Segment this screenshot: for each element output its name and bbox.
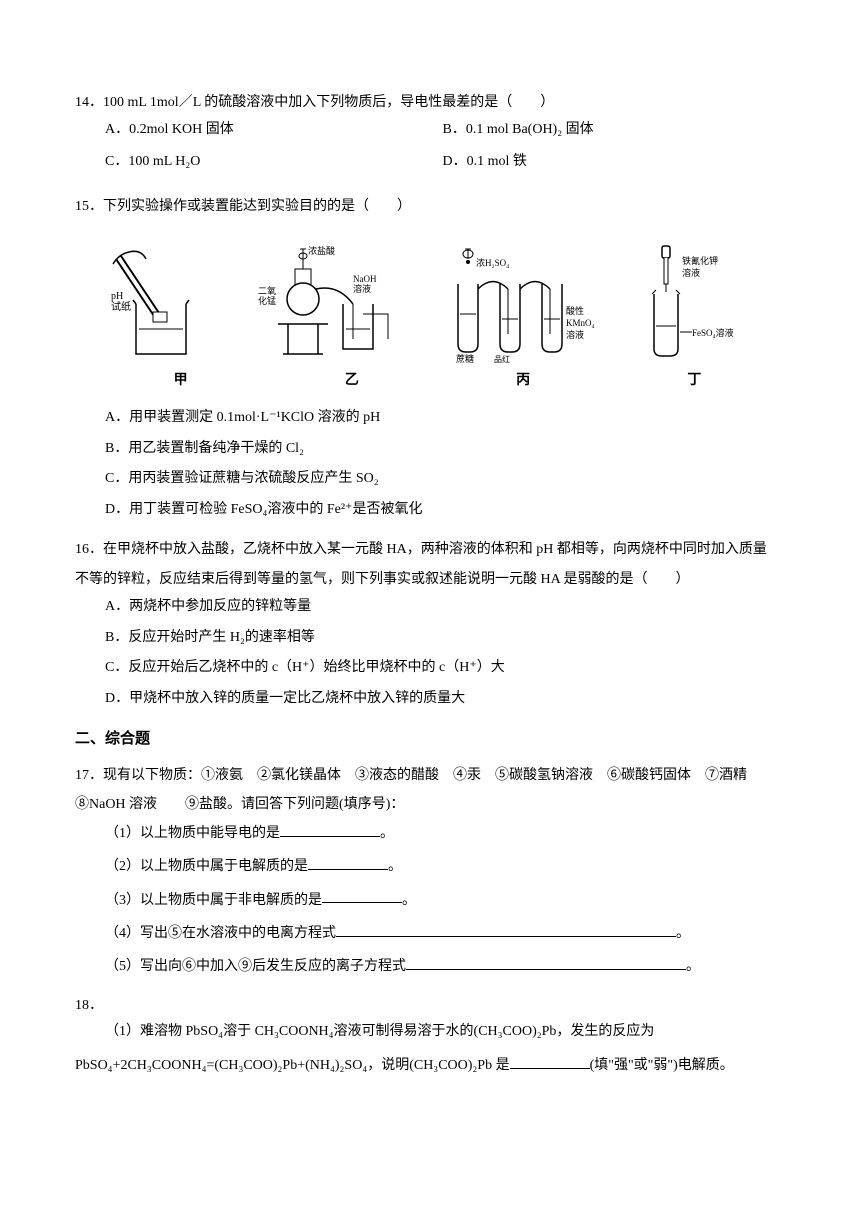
q18-sub1a: （1）难溶物 PbSO₄溶于 CH₃COONH₄溶液可制得易溶于水的(CH₃CO… [75, 1019, 780, 1046]
label-jia: 甲 [95, 368, 266, 395]
q17-sub4: （4）写出⑤在水溶液中的电离方程式 。 [75, 920, 780, 947]
svg-text:二氧: 二氧 [258, 285, 276, 296]
q17-sub1: （1）以上物质中能导电的是 。 [75, 820, 780, 847]
svg-text:溶液: 溶液 [682, 267, 700, 278]
blank-input [510, 1052, 590, 1069]
q16-stem: 16．在甲烧杯中放入盐酸，乙烧杯中放入某一元酸 HA，两种溶液的体积和 pH 都… [75, 535, 780, 594]
q17-sub3: （3）以上物质中属于非电解质的是 。 [75, 887, 780, 914]
period: 。 [402, 892, 416, 907]
q14-option-b: B．0.1 mol Ba(OH)₂ 固体 [443, 117, 781, 144]
svg-text:KMnO₄: KMnO₄ [566, 318, 595, 328]
q16-option-a: A．两烧杯中参加反应的锌粒等量 [105, 594, 780, 621]
svg-text:溶液: 溶液 [353, 283, 371, 294]
question-15: 15．下列实验操作或装置能达到实验目的的是（ ） pH 试纸 [75, 194, 780, 524]
svg-text:酸性: 酸性 [566, 305, 584, 316]
svg-text:试纸: 试纸 [111, 300, 131, 313]
q17-s4-text: （4）写出⑤在水溶液中的电离方程式 [105, 926, 336, 941]
q15-option-b: B．用乙装置制备纯净干燥的 Cl₂ [105, 436, 780, 463]
q15-option-c: C．用丙装置验证蔗糖与浓硫酸反应产生 SO₂ [105, 466, 780, 493]
q15-option-d: D．用丁装置可检验 FeSO₄溶液中的 Fe²⁺是否被氧化 [105, 497, 780, 524]
q18-sub1b: PbSO₄+2CH₃COONH₄=(CH₃COO)₂Pb+(NH₄)₂SO₄，说… [75, 1052, 780, 1079]
diagram-ding: 铁氰化钾 溶液 FeSO₄溶液 [618, 244, 781, 364]
question-16: 16．在甲烧杯中放入盐酸，乙烧杯中放入某一元酸 HA，两种溶液的体积和 pH 都… [75, 535, 780, 712]
svg-text:化锰: 化锰 [258, 295, 276, 306]
q17-sub2: （2）以上物质中属于电解质的是 。 [75, 853, 780, 880]
period: 。 [676, 926, 690, 941]
diagram-jia: pH 试纸 [95, 244, 258, 364]
svg-text:品红: 品红 [494, 354, 510, 364]
q16-option-b: B．反应开始时产生 H₂的速率相等 [105, 625, 780, 652]
q14-option-c: C．100 mL H₂O [105, 149, 443, 176]
q16-option-d: D．甲烧杯中放入锌的质量一定比乙烧杯中放入锌的质量大 [105, 686, 780, 713]
question-14: 14．100 mL 1mol／L 的硫酸溶液中加入下列物质后，导电性最差的是（ … [75, 90, 780, 182]
svg-text:铁氰化钾: 铁氰化钾 [682, 255, 718, 266]
svg-text:浓盐酸: 浓盐酸 [308, 245, 335, 256]
q15-stem: 15．下列实验操作或装置能达到实验目的的是（ ） [75, 194, 780, 221]
q18-stem: 18． [75, 993, 780, 1020]
q17-s5-text: （5）写出向⑥中加入⑨后发生反应的离子方程式 [105, 959, 406, 974]
q17-s3-text: （3）以上物质中属于非电解质的是 [105, 892, 322, 907]
q15-diagrams: pH 试纸 浓盐酸 NaOH 溶液 二氧 化锰 [95, 234, 780, 364]
svg-text:蔗糖: 蔗糖 [456, 353, 474, 364]
q16-options: A．两烧杯中参加反应的锌粒等量 B．反应开始时产生 H₂的速率相等 C．反应开始… [75, 594, 780, 712]
svg-text:浓H₂SO₄: 浓H₂SO₄ [476, 258, 509, 268]
q17-s1-text: （1）以上物质中能导电的是 [105, 826, 280, 841]
question-17: 17．现有以下物质：①液氨 ②氯化镁晶体 ③液态的醋酸 ④汞 ⑤碳酸氢钠溶液 ⑥… [75, 761, 780, 981]
blank-input [336, 920, 676, 937]
diagram-yi: 浓盐酸 NaOH 溶液 二氧 化锰 [258, 244, 438, 364]
q18-s1b-text: PbSO₄+2CH₃COONH₄=(CH₃COO)₂Pb+(NH₄)₂SO₄，说… [75, 1058, 510, 1073]
q15-option-a: A．用甲装置测定 0.1mol·L⁻¹KClO 溶液的 pH [105, 405, 780, 432]
blank-input [406, 953, 686, 970]
svg-text:FeSO₄溶液: FeSO₄溶液 [692, 327, 734, 338]
section-2-title: 二、综合题 [75, 725, 780, 754]
question-18: 18． （1）难溶物 PbSO₄溶于 CH₃COONH₄溶液可制得易溶于水的(C… [75, 993, 780, 1080]
label-yi: 乙 [266, 368, 437, 395]
period: 。 [380, 826, 394, 841]
label-ding: 丁 [609, 368, 780, 395]
q14-option-d: D．0.1 mol 铁 [443, 149, 781, 176]
blank-input [322, 887, 402, 904]
q16-option-c: C．反应开始后乙烧杯中的 c（H⁺）始终比甲烧杯中的 c（H⁺）大 [105, 655, 780, 682]
ph-paper-label: pH [111, 291, 123, 302]
q18-s1c-text: (填"强"或"弱")电解质。 [590, 1058, 734, 1073]
svg-text:溶液: 溶液 [566, 329, 584, 340]
q17-s2-text: （2）以上物质中属于电解质的是 [105, 859, 308, 874]
blank-input [280, 820, 380, 837]
diagram-bing: 浓H₂SO₄ 蔗糖 品红 酸性 KMnO₄ 溶液 [438, 244, 618, 364]
period: 。 [388, 859, 402, 874]
label-bing: 丙 [438, 368, 609, 395]
svg-text:NaOH: NaOH [353, 274, 377, 284]
period: 。 [686, 959, 700, 974]
q14-stem: 14．100 mL 1mol／L 的硫酸溶液中加入下列物质后，导电性最差的是（ … [75, 90, 780, 117]
q14-options: A．0.2mol KOH 固体 B．0.1 mol Ba(OH)₂ 固体 C．1… [75, 117, 780, 182]
q15-options: A．用甲装置测定 0.1mol·L⁻¹KClO 溶液的 pH B．用乙装置制备纯… [75, 405, 780, 523]
q14-option-a: A．0.2mol KOH 固体 [105, 117, 443, 144]
diagram-labels: 甲 乙 丙 丁 [95, 368, 780, 395]
blank-input [308, 853, 388, 870]
q17-stem: 17．现有以下物质：①液氨 ②氯化镁晶体 ③液态的醋酸 ④汞 ⑤碳酸氢钠溶液 ⑥… [75, 761, 780, 820]
q17-sub5: （5）写出向⑥中加入⑨后发生反应的离子方程式 。 [75, 953, 780, 980]
